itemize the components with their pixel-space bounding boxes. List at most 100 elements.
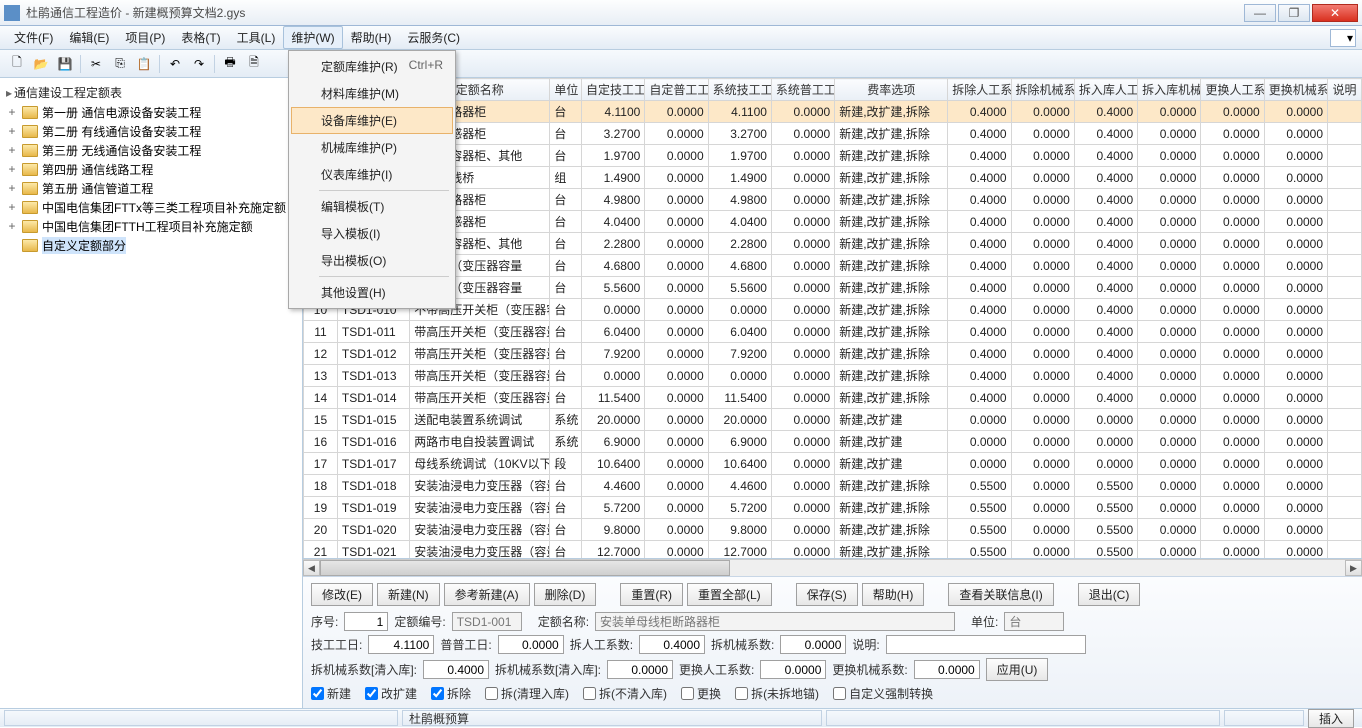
table-row[interactable]: 16TSD1-016两路市电自投装置调试系统6.90000.00006.9000… — [304, 431, 1362, 453]
column-header[interactable]: 自定技工工 — [582, 79, 645, 101]
dropdown-item[interactable]: 仪表库维护(I) — [291, 161, 453, 188]
tree-node[interactable]: +第四册 通信线路工程 — [2, 160, 300, 179]
table-row[interactable]: 18TSD1-018安装油浸电力变压器（容量）台4.46000.00004.46… — [304, 475, 1362, 497]
table-row[interactable]: 15TSD1-015送配电装置系统调试系统20.00000.000020.000… — [304, 409, 1362, 431]
check-自定义强制转换[interactable]: 自定义强制转换 — [833, 685, 933, 702]
new-file-icon[interactable]: 🗋 — [6, 53, 28, 75]
scroll-left-icon[interactable]: ◀ — [303, 560, 320, 576]
table-row[interactable]: 17TSD1-017母线系统调试（10KV以下）段10.64000.000010… — [304, 453, 1362, 475]
scroll-right-icon[interactable]: ▶ — [1345, 560, 1362, 576]
menu-1[interactable]: 编辑(E) — [61, 26, 117, 49]
action-button[interactable]: 新建(N) — [377, 583, 440, 606]
table-row[interactable]: 戋柜互感器柜台4.04000.00004.04000.0000新建,改扩建,拆除… — [304, 211, 1362, 233]
action-button[interactable]: 重置全部(L) — [687, 583, 772, 606]
action-button[interactable]: 重置(R) — [620, 583, 683, 606]
action-button[interactable]: 保存(S) — [796, 583, 858, 606]
print-preview-icon[interactable]: 🗎 — [243, 53, 265, 75]
save-icon[interactable]: 💾 — [54, 53, 76, 75]
action-button[interactable]: 修改(E) — [311, 583, 373, 606]
cut-icon[interactable]: ✂ — [85, 53, 107, 75]
check-改扩建[interactable]: 改扩建 — [365, 685, 417, 702]
copy-icon[interactable]: ⎘ — [109, 53, 131, 75]
horizontal-scrollbar[interactable]: ◀ ▶ — [303, 559, 1362, 576]
minimize-button[interactable]: — — [1244, 4, 1276, 22]
scroll-thumb[interactable] — [320, 560, 730, 576]
dropdown-item[interactable]: 导出模板(O) — [291, 247, 453, 274]
dropdown-item[interactable]: 其他设置(H) — [291, 279, 453, 306]
action-button[interactable]: 帮助(H) — [862, 583, 925, 606]
action-button[interactable]: 查看关联信息(I) — [948, 583, 1053, 606]
menu-4[interactable]: 工具(L) — [229, 26, 284, 49]
r3a-input[interactable] — [423, 660, 489, 679]
table-row[interactable]: 开关柜（变压器容量台4.68000.00004.68000.0000新建,改扩建… — [304, 255, 1362, 277]
check-更换[interactable]: 更换 — [681, 685, 721, 702]
desc-input[interactable] — [886, 635, 1086, 654]
table-row[interactable]: 21TSD1-021安装油浸电力变压器（容量）台12.70000.000012.… — [304, 541, 1362, 560]
menu-2[interactable]: 项目(P) — [117, 26, 173, 49]
tree-root[interactable]: ▸ 通信建设工程定额表 — [2, 82, 300, 103]
grid[interactable]: 定额编号定额名称单位自定技工工自定普工工系统技工工系统普工工费率选项拆除人工系拆… — [303, 78, 1362, 559]
tree-node[interactable]: +第三册 无线通信设备安装工程 — [2, 141, 300, 160]
menu-6[interactable]: 帮助(H) — [343, 26, 400, 49]
check-新建[interactable]: 新建 — [311, 685, 351, 702]
table-row[interactable]: 戋柜母线桥组1.49000.00001.49000.0000新建,改扩建,拆除0… — [304, 167, 1362, 189]
menu-7[interactable]: 云服务(C) — [399, 26, 468, 49]
apply-button[interactable]: 应用(U) — [986, 658, 1049, 681]
dropdown-item[interactable]: 设备库维护(E) — [291, 107, 453, 134]
table-row[interactable]: 13TSD1-013带高压开关柜（变压器容量630台0.00000.00000.… — [304, 365, 1362, 387]
tree-node[interactable]: +中国电信集团FTTH工程项目补充施定额 — [2, 217, 300, 236]
table-row[interactable]: 12TSD1-012带高压开关柜（变压器容量315台7.92000.00007.… — [304, 343, 1362, 365]
column-header[interactable]: 拆入库人工 — [1074, 79, 1137, 101]
menu-3[interactable]: 表格(T) — [173, 26, 228, 49]
check-拆(不清入库)[interactable]: 拆(不清入库) — [583, 685, 667, 702]
table-row[interactable]: 开关柜（变压器容量台5.56000.00005.56000.0000新建,改扩建… — [304, 277, 1362, 299]
tree-node[interactable]: +第五册 通信管道工程 — [2, 179, 300, 198]
action-button[interactable]: 删除(D) — [534, 583, 597, 606]
column-header[interactable]: 系统技工工 — [708, 79, 771, 101]
check-拆(未拆地锚)[interactable]: 拆(未拆地锚) — [735, 685, 819, 702]
menu-0[interactable]: 文件(F) — [6, 26, 61, 49]
seq-input[interactable] — [344, 612, 388, 631]
redo-icon[interactable]: ↷ — [188, 53, 210, 75]
column-header[interactable]: 更换机械系 — [1264, 79, 1327, 101]
column-header[interactable]: 拆除人工系 — [948, 79, 1011, 101]
table-row[interactable]: 戋柜互感器柜台3.27000.00003.27000.0000新建,改扩建,拆除… — [304, 123, 1362, 145]
column-header[interactable]: 更换人工系 — [1201, 79, 1264, 101]
menu-5[interactable]: 维护(W) — [283, 26, 342, 49]
pgr-input[interactable] — [498, 635, 564, 654]
r3b-input[interactable] — [607, 660, 673, 679]
tree-node[interactable]: +中国电信集团FTTx等三类工程项目补充施定额 — [2, 198, 300, 217]
check-拆(清理入库)[interactable]: 拆(清理入库) — [485, 685, 569, 702]
tree-node[interactable]: +第二册 有线通信设备安装工程 — [2, 122, 300, 141]
table-row[interactable]: 戋柜电容器柜、其他台2.28000.00002.28000.0000新建,改扩建… — [304, 233, 1362, 255]
table-row[interactable]: 10TSD1-010不带高压开关柜（变压器容量）台0.00000.00000.0… — [304, 299, 1362, 321]
close-button[interactable]: ✕ — [1312, 4, 1358, 22]
action-button[interactable]: 参考新建(A) — [444, 583, 530, 606]
insert-button[interactable]: 插入 — [1308, 709, 1354, 728]
table-row[interactable]: 19TSD1-019安装油浸电力变压器（容量）台5.72000.00005.72… — [304, 497, 1362, 519]
table-row[interactable]: 戋柜断路器柜台4.98000.00004.98000.0000新建,改扩建,拆除… — [304, 189, 1362, 211]
table-row[interactable]: 11TSD1-011带高压开关柜（变压器容量100台6.04000.00006.… — [304, 321, 1362, 343]
maximize-button[interactable]: ❐ — [1278, 4, 1310, 22]
table-row[interactable]: 20TSD1-020安装油浸电力变压器（容量）台9.80000.00009.80… — [304, 519, 1362, 541]
jgr-input[interactable] — [368, 635, 434, 654]
crgx-input[interactable] — [639, 635, 705, 654]
column-header[interactable]: 拆入库机械 — [1138, 79, 1201, 101]
dropdown-item[interactable]: 编辑模板(T) — [291, 193, 453, 220]
table-row[interactable]: 戋柜电容器柜、其他台1.97000.00001.97000.0000新建,改扩建… — [304, 145, 1362, 167]
print-icon[interactable]: 🖶 — [219, 53, 241, 75]
tree-node[interactable]: +第一册 通信电源设备安装工程 — [2, 103, 300, 122]
dropdown-item[interactable]: 导入模板(I) — [291, 220, 453, 247]
action-button[interactable]: 退出(C) — [1078, 583, 1141, 606]
r3d-input[interactable] — [914, 660, 980, 679]
dropdown-item[interactable]: 定额库维护(R)Ctrl+R — [291, 53, 453, 80]
dropdown-item[interactable]: 材料库维护(M) — [291, 80, 453, 107]
undo-icon[interactable]: ↶ — [164, 53, 186, 75]
table-row[interactable]: 14TSD1-014带高压开关柜（变压器容量100台11.54000.00001… — [304, 387, 1362, 409]
column-header[interactable]: 自定普工工 — [645, 79, 708, 101]
table-row[interactable]: 戋柜断路器柜台4.11000.00004.11000.0000新建,改扩建,拆除… — [304, 101, 1362, 123]
check-拆除[interactable]: 拆除 — [431, 685, 471, 702]
column-header[interactable]: 拆除机械系 — [1011, 79, 1074, 101]
column-header[interactable]: 说明 — [1328, 79, 1362, 101]
menu-dropdown-toggle[interactable]: ▾ — [1330, 29, 1356, 47]
